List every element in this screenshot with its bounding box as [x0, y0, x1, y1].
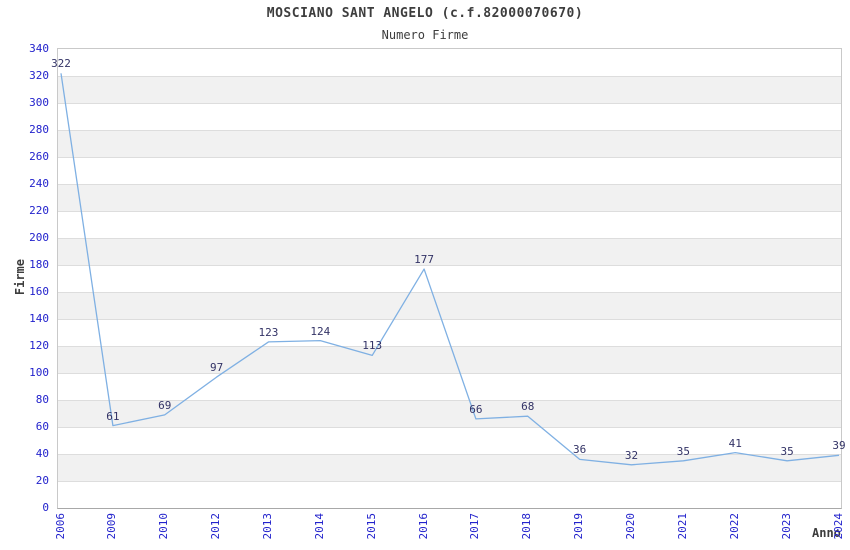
grid-band — [58, 211, 841, 238]
x-axis-title: Anno — [812, 526, 841, 540]
x-tick-label: 2021 — [675, 513, 689, 540]
grid-band — [58, 454, 841, 481]
grid-band — [58, 130, 841, 157]
y-tick-label: 60 — [35, 419, 49, 433]
data-point-label: 68 — [521, 400, 535, 414]
data-point-label: 177 — [414, 253, 434, 267]
data-point-label: 61 — [106, 409, 120, 423]
y-tick-label: 180 — [29, 257, 49, 271]
line-series-svg — [60, 73, 840, 466]
grid-band — [58, 400, 841, 427]
x-tick-label: 2019 — [572, 513, 586, 540]
chart-subtitle: Numero Firme — [381, 28, 469, 42]
x-tick-label: 2006 — [53, 513, 67, 540]
data-point-label: 124 — [310, 324, 331, 338]
y-tick-label: 160 — [29, 284, 49, 298]
data-point-label: 123 — [258, 325, 279, 339]
data-point-label: 39 — [832, 439, 846, 453]
data-line — [60, 73, 840, 466]
x-tick-label: 2024 — [831, 513, 845, 540]
grid-band — [58, 157, 841, 184]
x-tick-label: 2023 — [779, 513, 793, 540]
x-tick-label: 2010 — [157, 513, 171, 540]
y-tick-label: 240 — [29, 176, 49, 190]
x-tick-label: 2022 — [727, 513, 741, 540]
grid-band — [58, 346, 841, 373]
data-point-label: 35 — [780, 444, 794, 458]
x-tick-label: 2009 — [105, 513, 119, 540]
y-tick-label: 100 — [29, 365, 49, 379]
y-tick-label: 120 — [29, 338, 49, 352]
data-point-label: 322 — [51, 57, 71, 71]
y-tick-label: 340 — [29, 41, 49, 55]
grid-band — [58, 184, 841, 211]
x-tick-label: 2016 — [416, 513, 430, 540]
data-point-label: 35 — [676, 444, 691, 458]
y-tick-label: 0 — [42, 500, 49, 514]
x-tick-label: 2020 — [624, 513, 638, 540]
grid-band — [58, 481, 841, 508]
x-tick-label: 2018 — [520, 513, 534, 540]
x-tick-label: 2017 — [468, 513, 482, 540]
data-point-label: 66 — [469, 402, 483, 416]
y-tick-label: 220 — [29, 203, 49, 217]
y-tick-label: 20 — [35, 473, 49, 487]
grid-band — [58, 427, 841, 454]
grid-band — [58, 238, 841, 265]
y-tick-label: 260 — [29, 149, 49, 163]
data-point-label: 32 — [624, 448, 639, 462]
grid-band — [58, 292, 841, 319]
x-tick-label: 2013 — [260, 513, 274, 540]
y-tick-label: 300 — [29, 95, 49, 109]
grid-band — [58, 265, 841, 292]
grid-band — [58, 373, 841, 400]
data-point-label: 36 — [573, 443, 587, 457]
plot-area: 322 61 69 97 123 124 113 177 66 68 36 32 35 41 35 39 — [51, 48, 846, 509]
y-tick-label: 320 — [29, 68, 49, 82]
data-point-label: 113 — [362, 339, 383, 353]
grid-band — [58, 103, 841, 130]
y-tick-label: 40 — [35, 446, 49, 460]
y-tick-label: 80 — [35, 392, 49, 406]
chart-title: MOSCIANO SANT ANGELO (c.f.82000070670) — [266, 6, 584, 21]
data-point-label: 41 — [728, 436, 742, 450]
y-tick-label: 280 — [29, 122, 49, 136]
x-tick-label: 2015 — [364, 513, 378, 540]
grid-band — [58, 76, 841, 103]
x-tick-label: 2012 — [209, 513, 223, 540]
y-tick-label: 140 — [29, 311, 49, 325]
data-point-label: 69 — [158, 398, 172, 412]
y-tick-label: 200 — [29, 230, 49, 244]
data-point-label: 97 — [209, 361, 224, 375]
x-tick-label: 2014 — [312, 513, 326, 540]
grid-band — [58, 49, 841, 76]
